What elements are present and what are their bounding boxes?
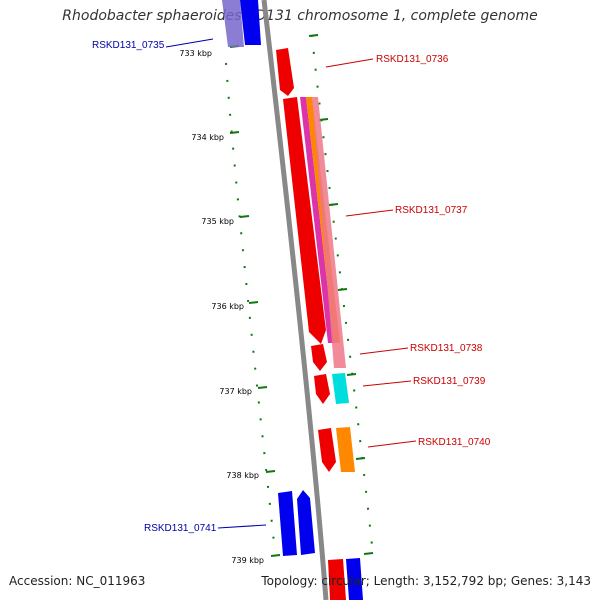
tick-mark <box>308 34 319 37</box>
accession-text: Accession: NC_011963 <box>9 574 146 588</box>
map-title: Rhodobacter sphaeroides KD131 chromosome… <box>62 8 538 24</box>
leader-0735 <box>165 38 214 48</box>
gene-feature-orange <box>336 427 355 472</box>
tick-label-737: 737 kbp <box>219 387 252 396</box>
gene-feature-lavender <box>222 0 244 47</box>
leader-0740 <box>367 440 417 448</box>
tick-label-735: 735 kbp <box>201 217 234 226</box>
gene-label-0735[interactable]: RSKD131_0735 <box>92 40 165 51</box>
tick-label-734: 734 kbp <box>191 133 224 142</box>
scale-ticks: 733 kbp 734 kbp 735 kbp 736 kbp 737 kbp … <box>179 45 281 565</box>
tick-label-738: 738 kbp <box>226 471 259 480</box>
gene-arrow-bottom-plus[interactable] <box>328 559 346 600</box>
gene-arrow-0739[interactable] <box>314 374 330 404</box>
gene-arrow-0736[interactable] <box>276 48 294 96</box>
tick-mark <box>355 457 366 460</box>
tick-mark <box>229 131 240 134</box>
leader-0737 <box>345 209 394 217</box>
gene-feature-magenta <box>300 97 334 343</box>
gene-label-0738[interactable]: RSKD131_0738 <box>410 343 483 354</box>
gene-label-0739[interactable]: RSKD131_0739 <box>413 376 486 387</box>
gene-label-0736[interactable]: RSKD131_0736 <box>376 54 449 65</box>
gene-arrow-0741b <box>297 490 315 555</box>
leader-0741 <box>217 524 267 529</box>
tick-mark <box>337 288 348 291</box>
gene-RSKD131-0735[interactable] <box>222 0 261 47</box>
tick-label-733: 733 kbp <box>179 49 212 58</box>
tick-mark <box>248 301 259 304</box>
gene-arrow-0741a <box>278 491 297 556</box>
tick-mark <box>257 386 268 389</box>
tick-mark <box>328 203 339 206</box>
gene-label-0741[interactable]: RSKD131_0741 <box>144 523 217 534</box>
gene-RSKD131-0741[interactable] <box>278 490 315 556</box>
gene-arrow-0740[interactable] <box>318 428 336 472</box>
gene-arrow-0738[interactable] <box>311 344 327 371</box>
tick-mark <box>363 552 374 555</box>
gene-label-0740[interactable]: RSKD131_0740 <box>418 437 491 448</box>
tick-mark <box>265 470 276 473</box>
gene-feature-pink <box>312 97 346 368</box>
gene-arrow-bottom-minus[interactable] <box>346 558 363 600</box>
gene-arrow-0735 <box>240 0 261 45</box>
tick-mark <box>318 118 329 121</box>
label-leaders <box>165 38 417 529</box>
tick-mark <box>346 373 357 376</box>
right-dashes <box>308 34 374 555</box>
right-dotted-guide <box>311 34 374 556</box>
tick-mark <box>239 215 250 218</box>
tick-label-736: 736 kbp <box>211 302 244 311</box>
leader-0739 <box>362 380 412 387</box>
leader-0736 <box>325 58 374 68</box>
genome-backbone <box>261 0 329 600</box>
leader-0738 <box>359 347 409 355</box>
tick-label-739: 739 kbp <box>231 556 264 565</box>
guide-dots <box>225 34 374 556</box>
tick-mark <box>270 554 281 557</box>
genome-stats-text: Topology: circular; Length: 3,152,792 bp… <box>261 574 591 588</box>
gene-label-0737[interactable]: RSKD131_0737 <box>395 205 468 216</box>
gene-arrow-0737[interactable] <box>283 97 326 344</box>
gene-feature-cyan <box>332 373 349 404</box>
